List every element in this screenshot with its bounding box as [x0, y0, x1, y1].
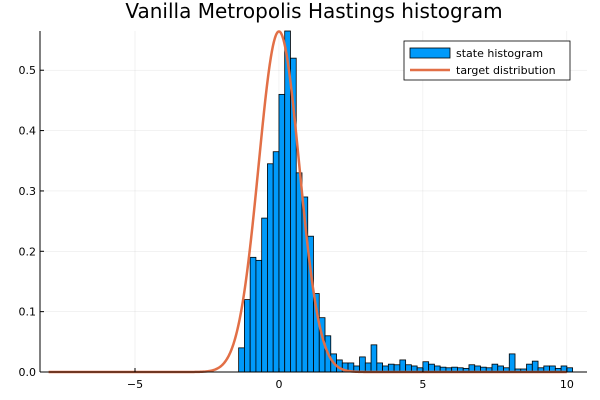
histogram-bar-0 [238, 347, 245, 373]
x-tick-label-2: 5 [419, 378, 426, 391]
axes [39, 31, 587, 373]
y-tick-label-5: 0.5 [19, 64, 37, 77]
histogram-bar-7 [278, 93, 286, 373]
tick-labels: −5 0 5 10 0.0 0.1 0.2 0.3 0.4 0.5 [19, 64, 574, 391]
y-tick-label-4: 0.4 [19, 125, 37, 138]
histogram-bar-51 [531, 360, 539, 373]
histogram-bar-4 [261, 217, 268, 373]
legend-label-state-histogram: state histogram [456, 47, 543, 60]
histogram-bar-5 [267, 163, 274, 373]
y-tick-label-3: 0.3 [19, 185, 37, 198]
histogram-bar-24 [376, 362, 383, 373]
chart-title: Vanilla Metropolis Hastings histogram [125, 0, 502, 23]
histogram-bar-32 [422, 361, 430, 373]
legend-label-target-distribution: target distribution [456, 64, 556, 77]
histogram-bar-21 [359, 356, 366, 373]
histogram-bar-47 [508, 353, 516, 373]
histogram-bars [238, 30, 574, 373]
histogram-bar-23 [370, 344, 378, 373]
histogram-bar-1 [244, 299, 251, 373]
legend: state histogram target distribution [403, 40, 571, 81]
y-tick-label-0: 0.0 [19, 366, 37, 379]
legend-box [403, 40, 571, 81]
y-tick-label-1: 0.1 [19, 306, 37, 319]
x-tick-label-1: 0 [275, 378, 282, 391]
histogram-bar-28 [399, 359, 407, 373]
histogram-bar-10 [295, 172, 303, 373]
histogram-bar-2 [249, 256, 257, 373]
histogram-bar-3 [255, 259, 263, 373]
x-tick-label-3: 10 [560, 378, 574, 391]
y-tick-label-2: 0.2 [19, 245, 37, 258]
x-tick-label-0: −5 [127, 378, 143, 391]
histogram-bar-57 [566, 367, 574, 373]
histogram-bar-6 [272, 151, 280, 373]
histogram-bar-22 [364, 362, 372, 373]
legend-swatch-state-histogram [409, 47, 451, 59]
